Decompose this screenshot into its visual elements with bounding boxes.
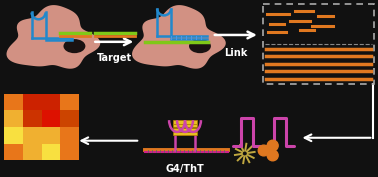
Bar (173, 124, 197, 127)
Polygon shape (132, 5, 226, 69)
Ellipse shape (64, 39, 85, 53)
Bar (60, 144, 79, 160)
Bar (173, 128, 197, 131)
Text: G4/ThT: G4/ThT (166, 164, 204, 174)
Bar (60, 127, 79, 144)
Bar (23, 110, 42, 127)
Bar (4, 94, 23, 110)
Bar (42, 127, 60, 144)
Bar (60, 94, 79, 110)
Bar (23, 144, 42, 160)
Bar (173, 120, 197, 124)
Bar (4, 127, 23, 144)
Bar (4, 144, 23, 160)
Bar (23, 127, 42, 144)
Text: Link: Link (224, 48, 248, 58)
Circle shape (267, 140, 278, 151)
Text: Target: Target (97, 53, 132, 63)
Bar (263, 4, 374, 84)
Bar (42, 94, 60, 110)
Bar (173, 132, 197, 135)
Ellipse shape (189, 39, 211, 53)
Circle shape (267, 150, 278, 161)
Polygon shape (6, 5, 100, 69)
Bar (60, 110, 79, 127)
Bar (4, 110, 23, 127)
Bar (42, 144, 60, 160)
Circle shape (258, 145, 269, 156)
Bar (42, 110, 60, 127)
Bar (23, 94, 42, 110)
